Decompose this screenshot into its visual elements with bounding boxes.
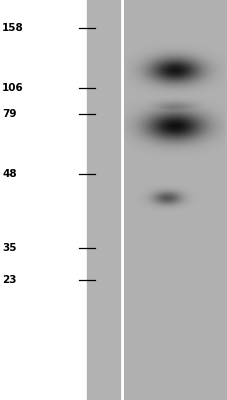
Text: 106: 106: [2, 83, 24, 93]
Text: 79: 79: [2, 109, 17, 119]
Bar: [124, 0, 225, 400]
Text: 35: 35: [2, 243, 17, 253]
Text: 158: 158: [2, 23, 24, 33]
Bar: [86, 0, 120, 400]
Text: 48: 48: [2, 169, 17, 179]
Text: 23: 23: [2, 275, 17, 285]
